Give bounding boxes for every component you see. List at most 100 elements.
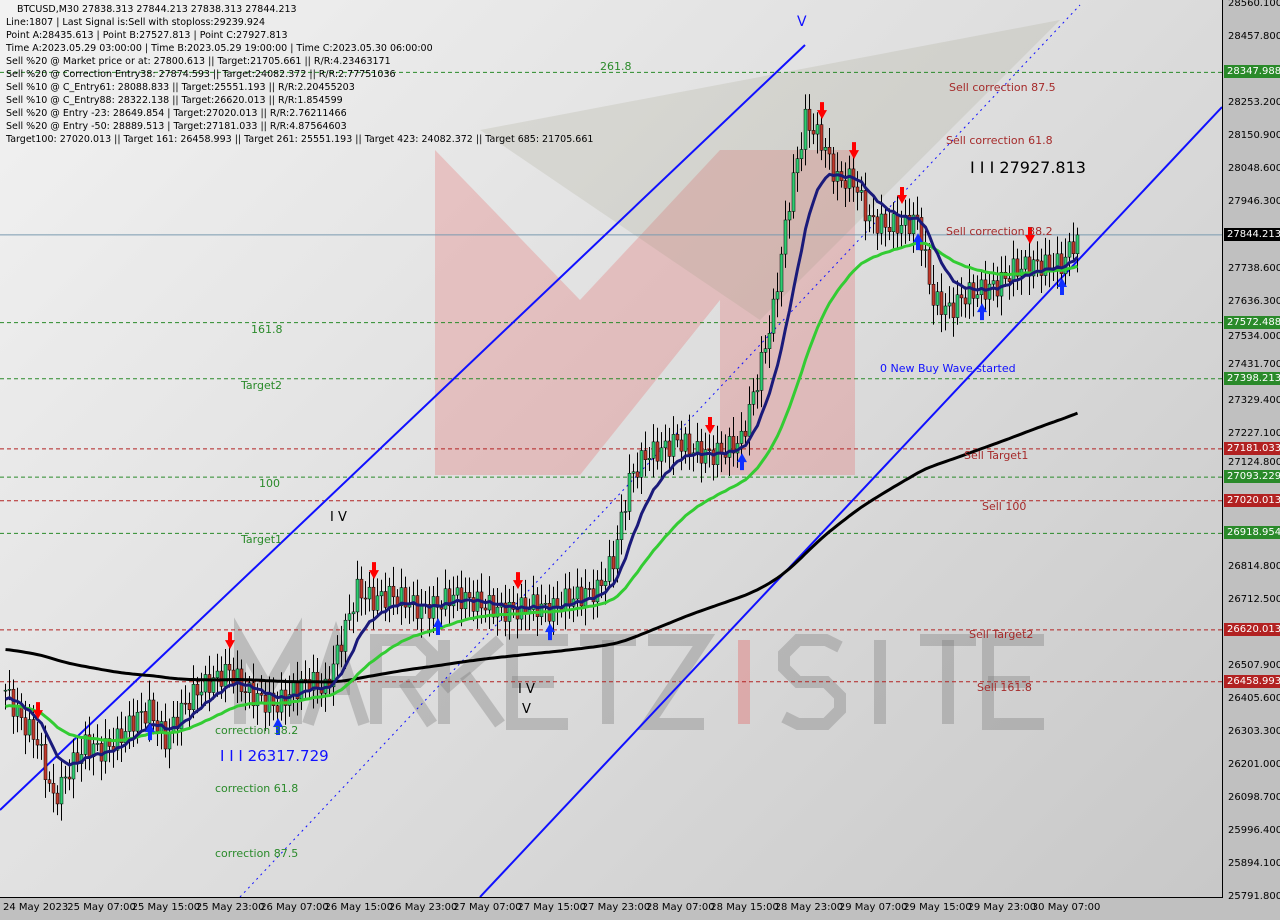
sell-arrow-icon bbox=[513, 572, 523, 590]
info-line: Point A:28435.613 | Point B:27527.813 | … bbox=[6, 30, 288, 41]
candle-body bbox=[987, 283, 992, 300]
candle-body bbox=[83, 734, 88, 755]
price-tick-label: 28048.600 bbox=[1228, 163, 1280, 174]
time-tick-label: 27 May 23:00 bbox=[581, 902, 651, 913]
candle-body bbox=[223, 664, 228, 687]
candle-body bbox=[351, 611, 356, 615]
candle-body bbox=[923, 249, 928, 251]
price-tick-label: 27946.300 bbox=[1228, 196, 1280, 207]
price-level-tag: 26458.993 bbox=[1224, 674, 1280, 688]
candle-body bbox=[775, 291, 780, 300]
price-level-tag: 26620.013 bbox=[1224, 622, 1280, 636]
candle-body bbox=[35, 739, 40, 746]
candle-body bbox=[815, 124, 820, 135]
sell-arrow-icon bbox=[369, 562, 379, 580]
candle-body bbox=[435, 596, 440, 608]
candle-body bbox=[139, 711, 144, 713]
sell-correction-38-label: Sell correction 38.2 bbox=[946, 225, 1053, 238]
watermark-letter-stroke bbox=[399, 678, 437, 728]
sell-arrow-icon bbox=[817, 102, 827, 120]
candle-body bbox=[71, 752, 76, 780]
candle-body bbox=[831, 153, 836, 182]
candle-body bbox=[227, 664, 232, 671]
channel-upper-line bbox=[0, 44, 806, 811]
candle-body bbox=[11, 688, 16, 717]
price-tick-label: 25791.800 bbox=[1228, 891, 1280, 902]
candle-body bbox=[1059, 253, 1064, 274]
candle-body bbox=[643, 450, 648, 460]
time-tick-label: 26 May 23:00 bbox=[388, 902, 458, 913]
candle-body bbox=[347, 613, 352, 621]
candle-body bbox=[955, 294, 960, 318]
candle-body bbox=[811, 130, 816, 135]
candle-body bbox=[595, 579, 600, 603]
price-tick-label: 27738.600 bbox=[1228, 263, 1280, 274]
candle-body bbox=[39, 744, 44, 746]
candle-body bbox=[495, 606, 500, 618]
candle-body bbox=[43, 744, 48, 780]
candle-body bbox=[3, 689, 8, 692]
candle-body bbox=[907, 214, 912, 235]
candle-body bbox=[531, 594, 536, 610]
time-tick-label: 25 May 07:00 bbox=[67, 902, 136, 913]
time-tick-label: 27 May 07:00 bbox=[453, 902, 522, 913]
price-tick-label: 28150.900 bbox=[1228, 130, 1280, 141]
sell-161-label: Sell 161.8 bbox=[977, 681, 1032, 694]
price-tick-label: 26201.000 bbox=[1228, 759, 1280, 770]
candle-body bbox=[259, 693, 264, 696]
time-tick-label: 28 May 07:00 bbox=[646, 902, 715, 913]
candle-body bbox=[1067, 241, 1072, 258]
price-tick-label: 27636.300 bbox=[1228, 296, 1280, 307]
candle-body bbox=[651, 441, 656, 459]
candle-body bbox=[355, 578, 360, 613]
candle-body bbox=[1031, 259, 1036, 277]
candle-body bbox=[343, 619, 348, 652]
time-tick-label: 27 May 15:00 bbox=[517, 902, 586, 913]
sell-correction-61-label: Sell correction 61.8 bbox=[946, 134, 1053, 147]
fast-moving-average bbox=[4, 172, 1079, 767]
candle-body bbox=[763, 348, 768, 353]
candle-body bbox=[383, 591, 388, 608]
candle-body bbox=[583, 588, 588, 607]
candle-body bbox=[859, 190, 864, 193]
price-chart[interactable]: BTCUSD,M30 27838.313 27844.213 27838.313… bbox=[0, 0, 1223, 898]
candle-body bbox=[1023, 256, 1028, 270]
candle-body bbox=[331, 663, 336, 688]
candle-body bbox=[255, 693, 260, 707]
candle-body bbox=[291, 681, 296, 695]
candle-body bbox=[587, 588, 592, 590]
candle-body bbox=[591, 588, 596, 603]
buy-arrow-icon bbox=[433, 618, 443, 635]
candle-body bbox=[179, 702, 184, 730]
candle-body bbox=[951, 302, 956, 318]
candle-body bbox=[427, 604, 432, 619]
candle-body bbox=[455, 587, 460, 596]
candle-body bbox=[711, 449, 716, 465]
candle-body bbox=[791, 172, 796, 212]
candle-body bbox=[699, 441, 704, 464]
info-line: Sell %10 @ C_Entry88: 28322.138 || Targe… bbox=[6, 95, 343, 106]
candle-body bbox=[191, 684, 196, 710]
info-line: Sell %20 @ Entry -23: 28649.854 | Target… bbox=[6, 108, 347, 119]
candle-body bbox=[615, 539, 620, 570]
candle-body bbox=[747, 404, 752, 437]
price-tick-label: 26405.600 bbox=[1228, 693, 1280, 704]
candle-body bbox=[607, 556, 612, 582]
candle-body bbox=[359, 578, 364, 599]
candle-body bbox=[967, 282, 972, 305]
time-tick-label: 28 May 23:00 bbox=[774, 902, 844, 913]
candle-body bbox=[767, 333, 772, 349]
price-level-tag: 27572.488 bbox=[1224, 315, 1280, 329]
candle-body bbox=[963, 297, 968, 305]
sell-arrow-icon bbox=[705, 417, 715, 434]
watermark-logo-shape bbox=[480, 20, 1060, 320]
wave-high-label: I I I 27927.813 bbox=[970, 158, 1086, 177]
candle-body bbox=[803, 108, 808, 150]
candle-body bbox=[1035, 259, 1040, 262]
slow-moving-average bbox=[5, 411, 1079, 684]
candle-body bbox=[95, 743, 100, 745]
fib-100-label: 100 bbox=[259, 477, 280, 490]
candle-body bbox=[623, 511, 628, 513]
price-tick-label: 26712.500 bbox=[1228, 594, 1280, 605]
candle-body bbox=[367, 586, 372, 600]
